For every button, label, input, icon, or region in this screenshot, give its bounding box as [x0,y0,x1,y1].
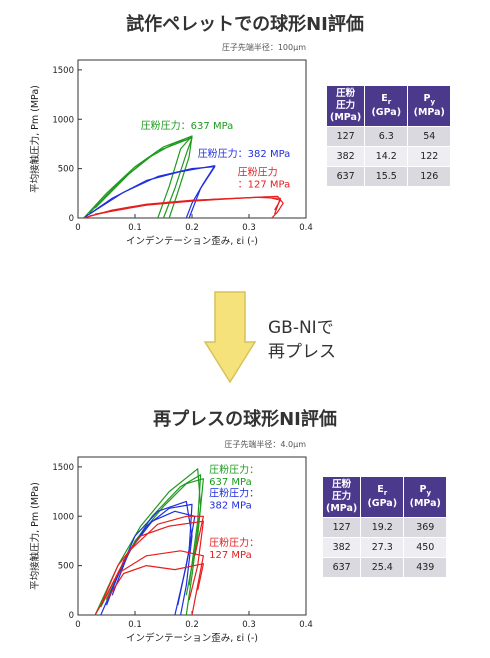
bottom-y-axis-label: 平均接触圧力, Pm (MPa) [29,482,41,590]
top-y-tick-label: 1000 [52,115,74,125]
bottom-x-tick-label: 0.3 [242,620,256,630]
top-x-tick-label: 0 [75,223,80,233]
bottom-y-tick-label: 1500 [52,463,74,473]
bottom-series-0-loop-2 [105,478,204,600]
table-header-row: 圧粉 圧力 (MPa) Er (GPa) Py (MPa) [325,85,452,127]
top-series-2-loop-1 [89,196,281,217]
top-title: 試作ペレットでの球形NI評価 [126,14,364,35]
table-cell: 25.4 [360,557,405,578]
bottom-chart-note: 圧子先端半径：4.0μm [224,439,306,449]
top-series-2-label: 圧粉圧力 [238,166,278,179]
bottom-x-tick-label: 0.4 [299,620,313,630]
bottom-series-2-loop-2 [105,515,204,596]
table-cell: 126 [407,166,452,187]
bottom-series-1-label: 382 MPa [209,501,252,512]
top-series-0-label: 圧粉圧力：637 MPa [141,119,234,132]
top-series-0-loop-0 [83,135,193,219]
table-header-1: Er (GPa) [364,85,409,127]
table-cell: 382 [325,146,366,167]
top-y-tick-label: 1500 [52,66,74,76]
top-x-axis-label: インデンテーション歪み, εi (-) [126,235,258,247]
top-series-2-label: ：127 MPa [238,180,291,191]
bottom-series-1-label: 圧粉圧力： [209,487,259,500]
top-series-1-label: 圧粉圧力：382 MPa [198,147,291,160]
top-y-tick-label: 500 [58,165,74,175]
table-cell: 127 [325,126,366,147]
bottom-y-tick-label: 0 [69,611,74,621]
top-series-1-loop-0 [83,165,216,219]
table-header-1: Er (GPa) [360,476,405,518]
down-arrow-icon [203,291,257,384]
top-series-2-loop-2 [94,196,281,215]
top-chart-note: 圧子先端半径：100μm [222,42,306,52]
bottom-series-2 [94,515,204,616]
table-cell: 54 [407,126,452,147]
bottom-y-tick-label: 1000 [52,512,74,522]
table-cell: 122 [407,146,452,167]
top-series-2-loop-0 [83,195,284,219]
table-header-2: Py (MPa) [407,85,452,127]
table-cell: 6.3 [364,126,409,147]
bottom-series-0-label: 637 MPa [209,477,252,488]
top-y-axis-label: 平均接触圧力, Pm (MPa) [29,85,41,193]
bottom-y-tick-label: 500 [58,562,74,572]
top-series-2 [83,195,284,219]
bottom-chart: 圧子先端半径：4.0μm 0 0.1 0.2 0.3 0.4 0 500 1000 1500 イン… [29,439,313,644]
bottom-series-2-label: 圧粉圧力： [209,536,259,549]
table-row: 127 19.2 369 [321,517,448,538]
top-series-0-loop-2 [94,135,193,219]
table-cell: 19.2 [360,517,405,538]
table-cell: 382 [321,537,362,558]
table-cell: 27.3 [360,537,405,558]
table-cell: 439 [403,557,448,578]
table-cell: 450 [403,537,448,558]
table-cell: 369 [403,517,448,538]
table-cell: 127 [321,517,362,538]
top-series-0 [83,135,193,219]
bottom-x-tick-label: 0 [75,620,80,630]
table-row: 382 14.2 122 [325,146,452,167]
bottom-series-2-loop-3 [105,563,204,601]
top-series-1 [83,165,216,219]
top-x-tick-label: 0.4 [299,223,313,233]
table-cell: 15.5 [364,166,409,187]
bottom-x-tick-label: 0.2 [185,620,199,630]
top-chart: 圧子先端半径：100μm 0 0.1 0.2 0.3 0.4 0 500 1000 1500 イン… [29,42,313,247]
table-row: 382 27.3 450 [321,537,448,558]
top-x-tick-label: 0.1 [128,223,142,233]
table-header-2: Py (MPa) [403,476,448,518]
bottom-series-1-loop-1 [105,503,193,606]
table-row: 637 25.4 439 [321,557,448,578]
bottom-x-axis-label: インデンテーション歪み, εi (-) [126,632,258,644]
table-header-0: 圧粉 圧力 (MPa) [321,476,362,518]
bottom-table: 圧粉 圧力 (MPa) Er (GPa) Py (MPa) 127 19.2 369 382 27.… [321,476,448,578]
bottom-title: 再プレスの球形NI評価 [153,409,337,430]
bottom-x-tick-label: 0.1 [128,620,142,630]
top-series-1-loop-1 [89,166,216,219]
table-cell: 637 [325,166,366,187]
repress-label-line1: GB-NIで [268,318,334,338]
bottom-series-1-loop-2 [111,510,196,616]
table-row: 127 6.3 54 [325,126,452,147]
top-x-tick-label: 0.2 [185,223,199,233]
repress-label-line2: 再プレス [268,342,336,362]
bottom-series-0-label: 圧粉圧力： [209,463,259,476]
table-cell: 14.2 [364,146,409,167]
bottom-series-2-label: 127 MPa [209,550,252,561]
table-header-row: 圧粉 圧力 (MPa) Er (GPa) Py (MPa) [321,476,448,518]
top-table: 圧粉 圧力 (MPa) Er (GPa) Py (MPa) 127 6.3 54 382 14.2 1… [325,85,452,187]
top-y-tick-label: 0 [69,214,74,224]
bottom-series-2-loop-1 [100,520,204,606]
top-x-tick-label: 0.3 [242,223,256,233]
table-row: 637 15.5 126 [325,166,452,187]
table-cell: 637 [321,557,362,578]
table-header-0: 圧粉 圧力 (MPa) [325,85,366,127]
bottom-series-0-loop-0 [94,468,202,616]
